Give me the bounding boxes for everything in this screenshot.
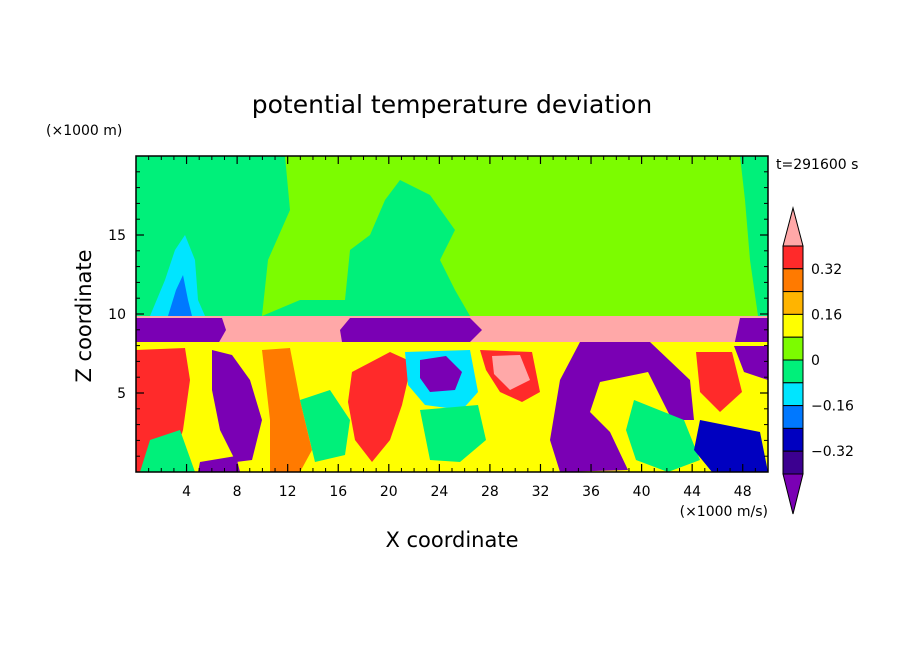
x-tick-label-5: 24 [430, 484, 448, 500]
y-unit-label: (×1000 m) [46, 123, 122, 139]
colorbar-bottom-arrow [782, 473, 804, 515]
cold-cap-left [136, 318, 226, 344]
x-tick-label-9: 40 [633, 484, 651, 500]
colorbar-label-4: −0.32 [811, 444, 854, 460]
colorbar-swatch-4 [782, 336, 804, 361]
lower-blue-right [694, 420, 768, 472]
colorbar-swatch-1 [782, 268, 804, 293]
x-tick-label-1: 8 [233, 484, 242, 500]
colorbar-label-1: 0.16 [811, 307, 842, 323]
colorbar: 0.32 0.16 0 −0.16 −0.32 [782, 206, 854, 515]
cold-cap-right [734, 318, 768, 346]
x-tick-label-6: 28 [481, 484, 499, 500]
cold-cap-middle [340, 318, 482, 342]
lower-purple-right [734, 346, 768, 380]
colorbar-label-0: 0.32 [811, 262, 842, 278]
lower-red-center [348, 352, 412, 462]
lower-green-right [626, 400, 700, 472]
x-tick-label-11: 48 [734, 484, 752, 500]
chart-title: potential temperature deviation [252, 90, 652, 119]
lower-green-left [140, 430, 195, 472]
colorbar-top-arrow [782, 206, 804, 247]
lower-purple-eddy [420, 356, 462, 392]
contour-field [136, 156, 768, 472]
x-unit-label: (×1000 m/s) [680, 504, 768, 520]
colorbar-swatch-2 [782, 291, 804, 315]
lower-purple-bottom-left [198, 456, 240, 472]
y-axis: 5 10 15 [108, 171, 768, 457]
lower-orange-plume [262, 348, 312, 472]
x-tick-label-8: 36 [582, 484, 600, 500]
upper-cyan-patch [150, 235, 205, 316]
lower-green-right-center [420, 405, 486, 462]
colorbar-swatch-7 [782, 405, 804, 429]
colorbar-swatch-8 [782, 427, 804, 452]
y-tick-label-2: 15 [108, 228, 126, 244]
y-axis-label: Z coordinate [72, 249, 96, 382]
lower-green-patch [300, 390, 350, 462]
upper-positive-region [262, 156, 758, 316]
colorbar-swatch-5 [782, 359, 804, 384]
x-tick-label-4: 20 [380, 484, 398, 500]
lower-red-right [696, 352, 742, 412]
time-label: t=291600 s [776, 157, 858, 173]
x-axis-label: X coordinate [385, 528, 518, 552]
x-tick-label-7: 32 [532, 484, 550, 500]
x-tick-label-0: 4 [182, 484, 191, 500]
x-tick-label-3: 16 [329, 484, 347, 500]
colorbar-swatch-6 [782, 382, 804, 407]
colorbar-label-3: −0.16 [811, 399, 854, 415]
upper-blue-patch [168, 275, 192, 316]
lower-purple-plume [550, 342, 694, 472]
lower-purple-left [212, 350, 262, 462]
colorbar-swatch-9 [782, 450, 804, 475]
colorbar-swatch-3 [782, 313, 804, 338]
x-tick-label-10: 44 [683, 484, 701, 500]
colorbar-swatch-0 [782, 245, 804, 270]
lower-pink-patch [492, 355, 530, 390]
y-tick-label-1: 10 [108, 307, 126, 323]
colorbar-label-2: 0 [811, 353, 820, 369]
x-axis: 4 8 12 16 20 24 28 32 36 40 44 48 [148, 156, 756, 500]
x-tick-label-2: 12 [279, 484, 297, 500]
y-tick-label-0: 5 [117, 386, 126, 402]
